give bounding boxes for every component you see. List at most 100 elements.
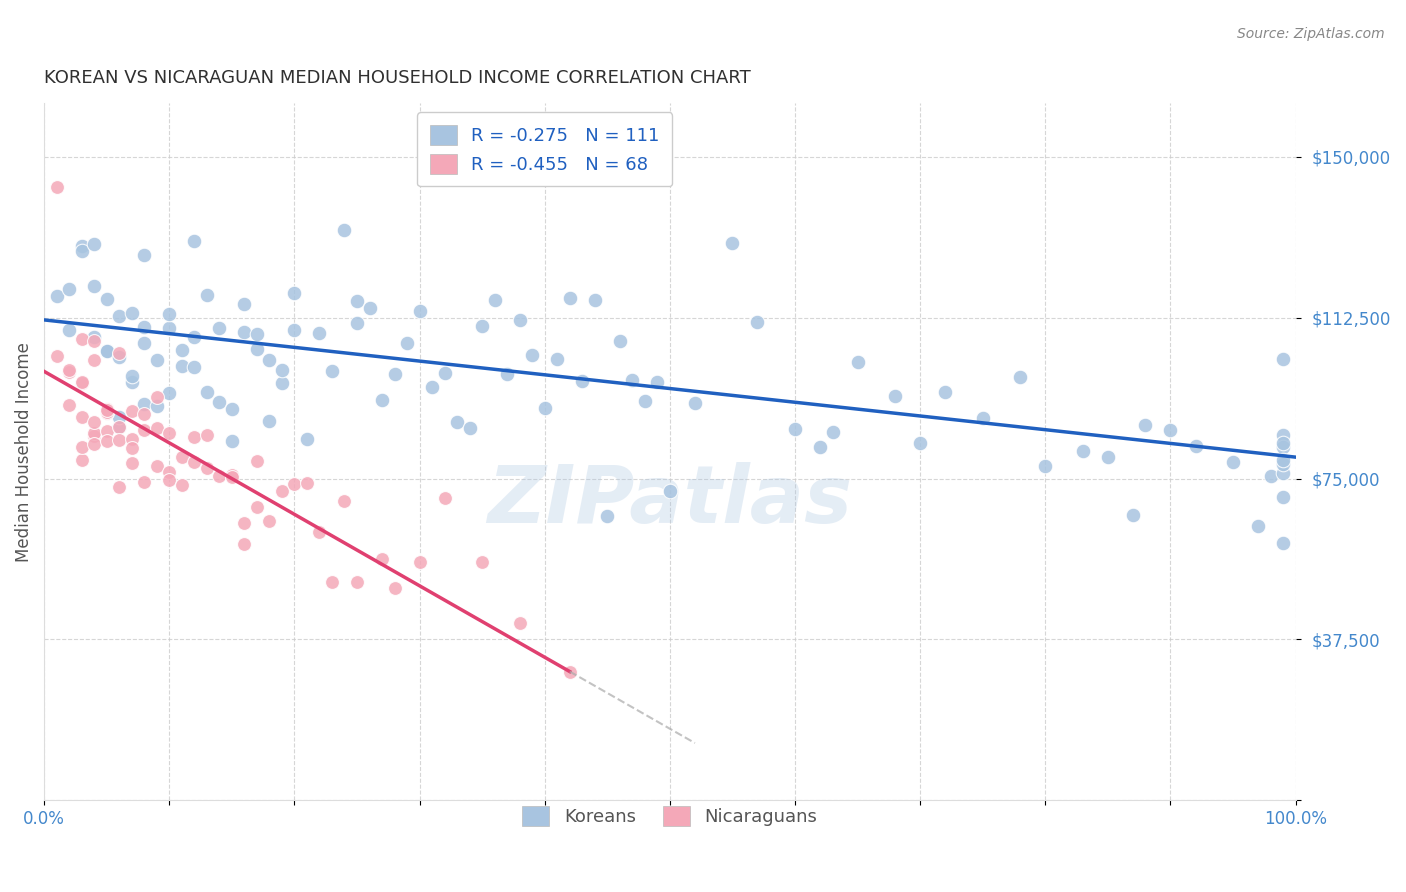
Point — [96, 292, 118, 306]
Point — [108, 434, 131, 448]
Point — [1272, 440, 1295, 454]
Point — [96, 406, 118, 420]
Point — [183, 234, 205, 248]
Point — [58, 282, 80, 296]
Point — [233, 325, 256, 339]
Point — [558, 292, 581, 306]
Point — [96, 403, 118, 417]
Point — [308, 326, 330, 341]
Point — [108, 420, 131, 434]
Point — [321, 575, 343, 590]
Point — [108, 409, 131, 424]
Point — [157, 473, 180, 487]
Point — [83, 437, 105, 451]
Point — [259, 414, 281, 428]
Point — [233, 516, 256, 530]
Point — [195, 428, 218, 442]
Point — [283, 285, 305, 300]
Point — [884, 389, 907, 403]
Point — [145, 459, 167, 474]
Point — [1272, 452, 1295, 467]
Point — [134, 407, 156, 421]
Point — [70, 238, 93, 252]
Point — [295, 475, 318, 490]
Point — [70, 410, 93, 425]
Point — [908, 436, 931, 450]
Point — [1247, 519, 1270, 533]
Point — [1222, 455, 1244, 469]
Point — [471, 319, 494, 334]
Point — [121, 375, 143, 389]
Point — [522, 348, 544, 362]
Point — [596, 509, 619, 524]
Point — [121, 369, 143, 384]
Point — [259, 353, 281, 368]
Point — [134, 396, 156, 410]
Point — [396, 335, 419, 350]
Point — [846, 355, 869, 369]
Point — [83, 330, 105, 344]
Point — [1260, 469, 1282, 483]
Point — [45, 349, 67, 363]
Point — [108, 419, 131, 434]
Point — [1010, 370, 1032, 384]
Point — [96, 343, 118, 358]
Point — [170, 343, 193, 357]
Point — [346, 294, 368, 309]
Point — [1135, 418, 1157, 433]
Point — [96, 343, 118, 358]
Point — [1272, 351, 1295, 366]
Point — [1033, 458, 1056, 473]
Point — [408, 556, 430, 570]
Point — [546, 351, 568, 366]
Point — [70, 376, 93, 391]
Point — [246, 327, 269, 342]
Point — [83, 426, 105, 441]
Point — [58, 362, 80, 376]
Legend: Koreans, Nicaraguans: Koreans, Nicaraguans — [515, 798, 824, 833]
Point — [433, 491, 456, 505]
Point — [183, 430, 205, 444]
Point — [271, 362, 294, 376]
Point — [134, 475, 156, 489]
Point — [221, 468, 243, 483]
Point — [246, 342, 269, 356]
Point — [259, 514, 281, 528]
Point — [157, 321, 180, 335]
Text: KOREAN VS NICARAGUAN MEDIAN HOUSEHOLD INCOME CORRELATION CHART: KOREAN VS NICARAGUAN MEDIAN HOUSEHOLD IN… — [44, 69, 751, 87]
Point — [934, 385, 956, 400]
Point — [170, 450, 193, 464]
Point — [558, 665, 581, 679]
Point — [321, 364, 343, 378]
Point — [1122, 508, 1144, 522]
Point — [221, 434, 243, 449]
Point — [208, 321, 231, 335]
Text: Source: ZipAtlas.com: Source: ZipAtlas.com — [1237, 27, 1385, 41]
Point — [183, 360, 205, 375]
Text: ZIPatlas: ZIPatlas — [488, 461, 852, 540]
Point — [533, 401, 555, 415]
Point — [83, 334, 105, 349]
Point — [271, 484, 294, 499]
Point — [283, 323, 305, 337]
Point — [683, 395, 706, 409]
Point — [571, 374, 593, 388]
Point — [509, 313, 531, 327]
Point — [183, 455, 205, 469]
Point — [134, 248, 156, 262]
Point — [295, 433, 318, 447]
Point — [371, 393, 394, 408]
Point — [283, 477, 305, 491]
Point — [246, 500, 269, 514]
Point — [221, 401, 243, 416]
Point — [58, 365, 80, 379]
Point — [972, 410, 994, 425]
Point — [359, 301, 381, 315]
Point — [246, 454, 269, 468]
Point — [83, 415, 105, 429]
Point — [195, 460, 218, 475]
Point — [658, 483, 681, 498]
Point — [121, 404, 143, 418]
Point — [346, 316, 368, 330]
Point — [509, 616, 531, 631]
